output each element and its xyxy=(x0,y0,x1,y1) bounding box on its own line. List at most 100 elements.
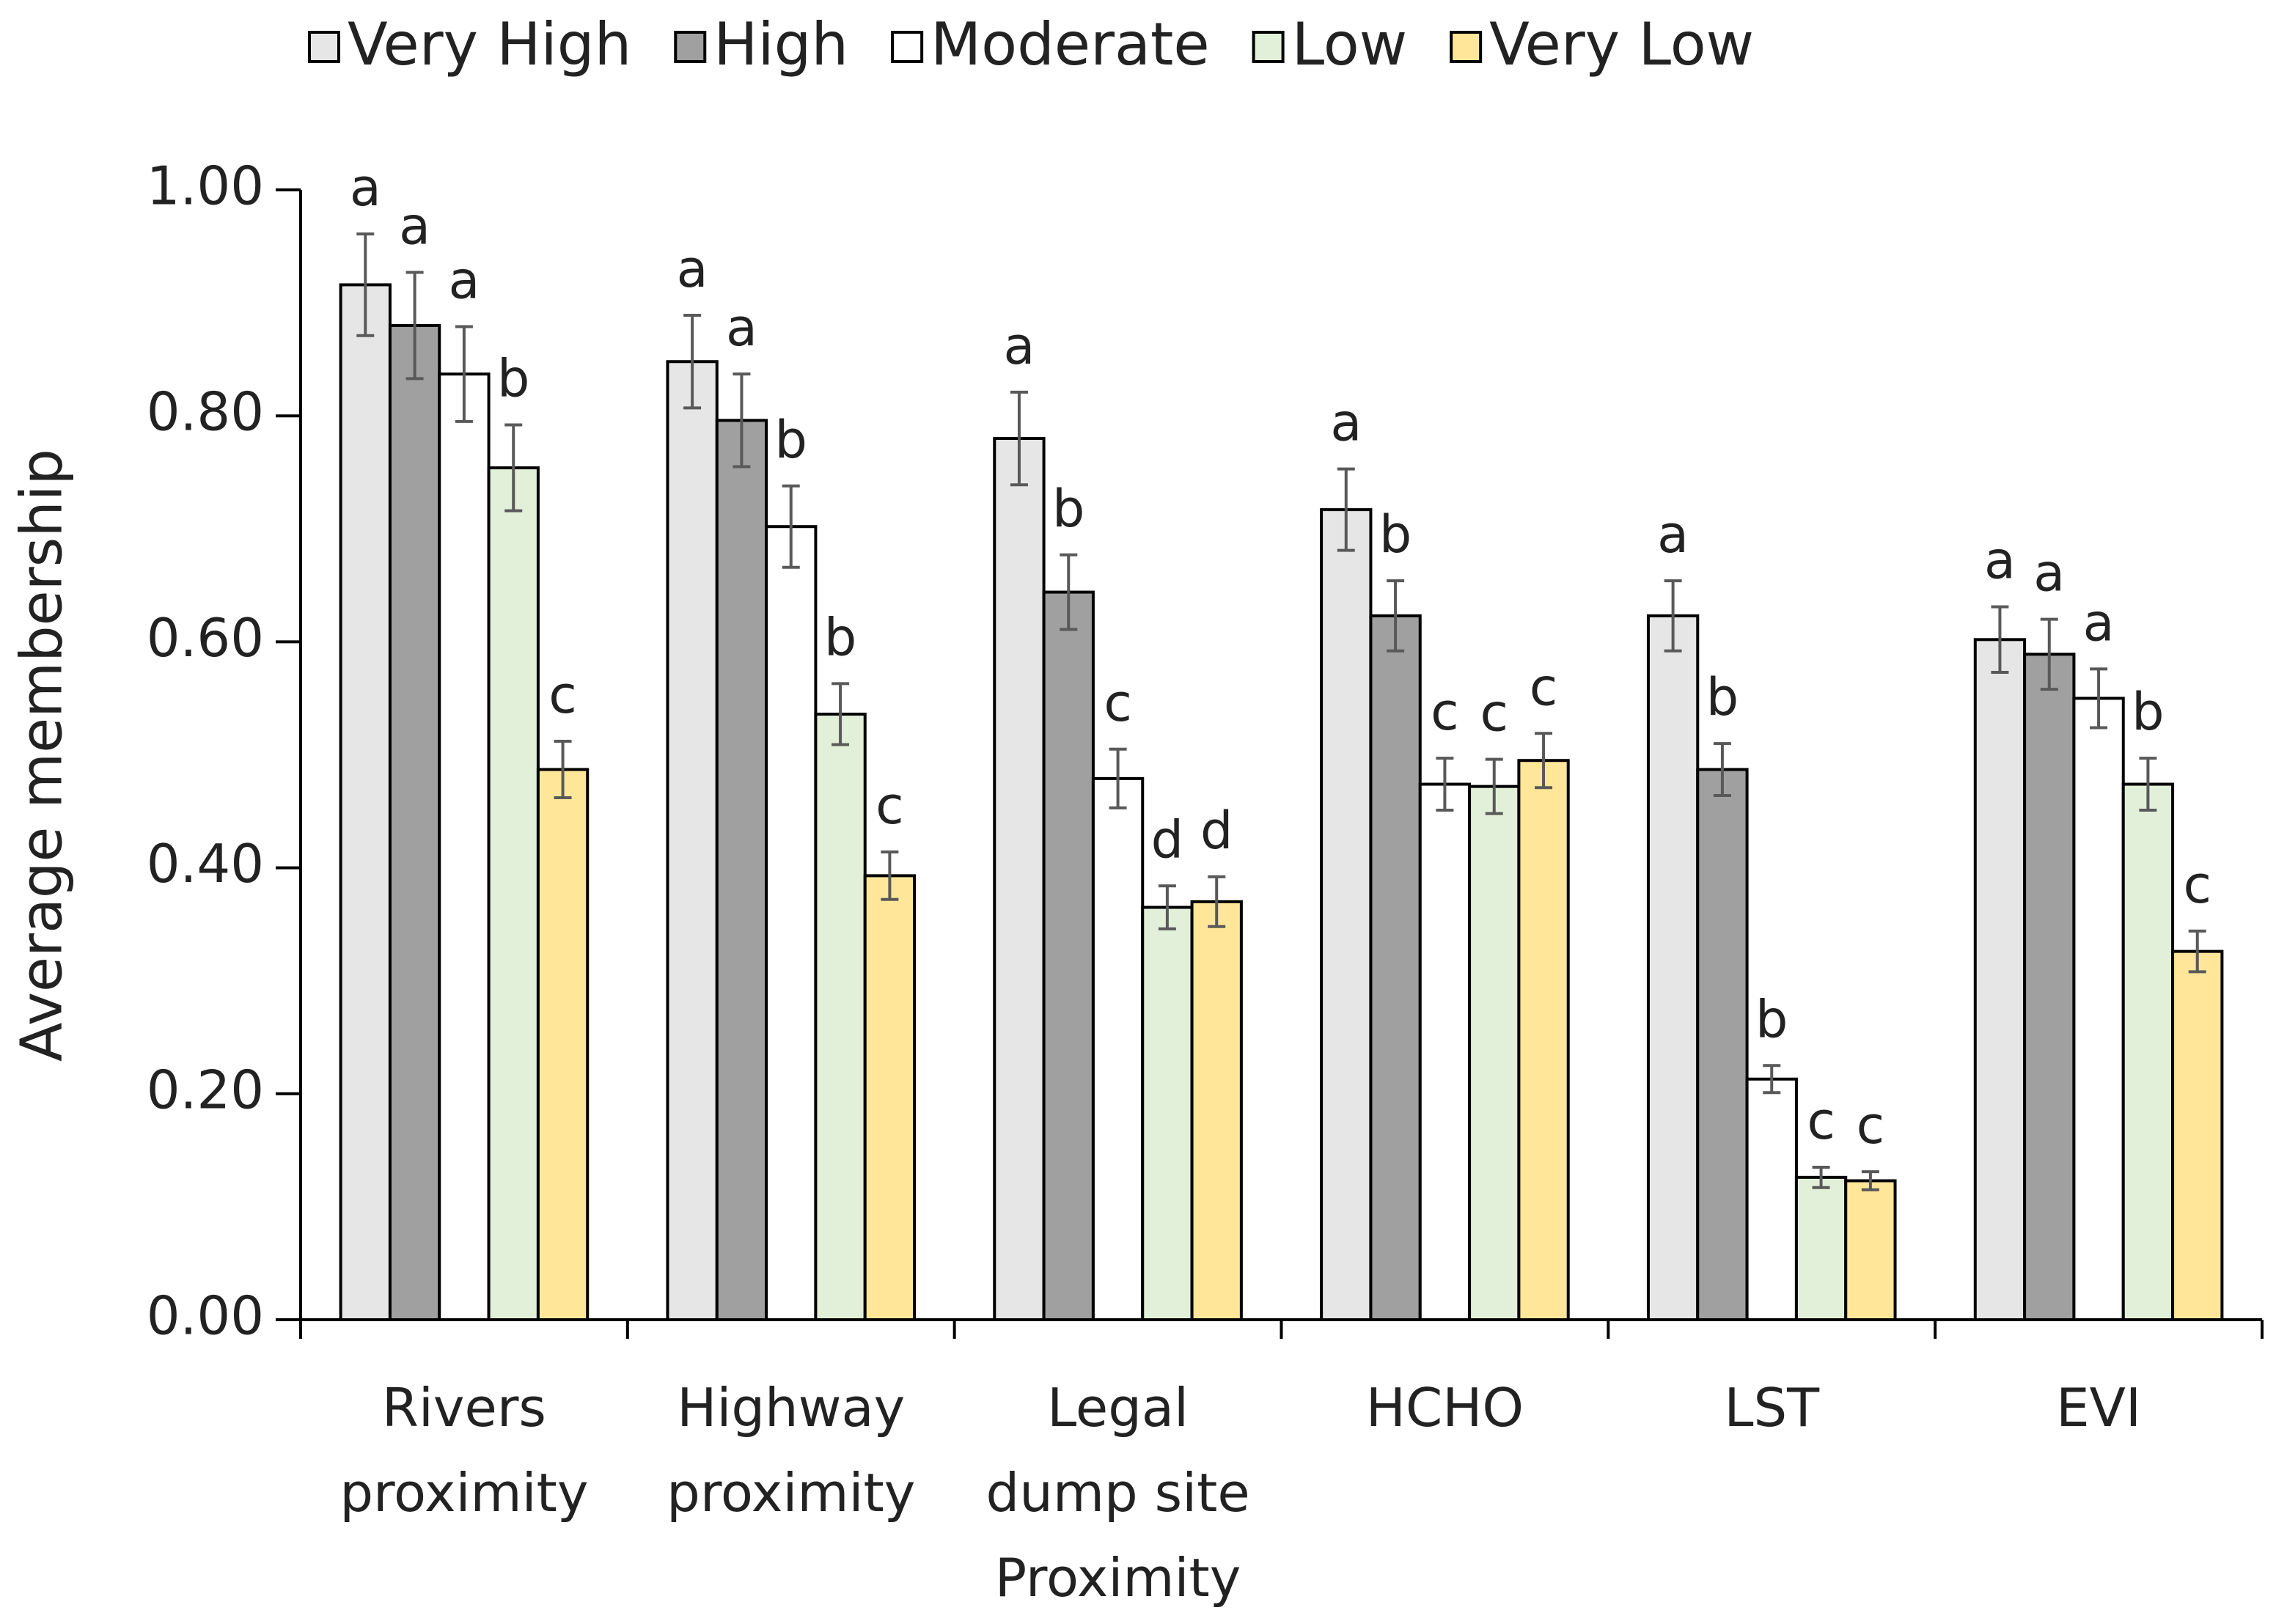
x-tick-label: HCHO xyxy=(1366,1377,1524,1439)
bar xyxy=(863,874,917,1321)
error-bar xyxy=(1713,742,1731,797)
error-bar xyxy=(1208,875,1226,928)
error-bar xyxy=(1812,1165,1830,1189)
error-bar xyxy=(2139,757,2157,812)
error-bar xyxy=(504,423,523,512)
error-bar xyxy=(1861,1170,1879,1191)
bar xyxy=(666,360,719,1321)
significance-letter: b xyxy=(1706,667,1739,727)
significance-letter: a xyxy=(2083,592,2115,653)
significance-letter: a xyxy=(2033,543,2065,603)
significance-letter: a xyxy=(726,298,757,358)
significance-letter: c xyxy=(1530,657,1558,717)
y-tick-label: 0.00 xyxy=(147,1285,264,1347)
bar xyxy=(1517,759,1570,1321)
y-tick-label: 0.20 xyxy=(147,1059,264,1120)
y-tick-label: 1.00 xyxy=(147,155,264,217)
legend-label: Moderate xyxy=(930,10,1209,78)
bar xyxy=(765,525,818,1321)
error-bar xyxy=(1158,884,1176,930)
bar xyxy=(438,372,491,1322)
significance-letter: b xyxy=(1755,989,1788,1049)
error-bar xyxy=(554,740,572,800)
bar xyxy=(1646,614,1700,1321)
error-bar xyxy=(782,484,800,569)
error-bar xyxy=(455,325,473,423)
legend-swatch xyxy=(1252,31,1285,63)
significance-letter: a xyxy=(1657,504,1689,565)
bar xyxy=(2121,782,2175,1322)
x-tick-label: EVI xyxy=(2056,1377,2141,1439)
bar xyxy=(1794,1175,1848,1321)
bar xyxy=(536,768,590,1321)
legend-label: High xyxy=(713,10,848,78)
y-tick-label: 0.40 xyxy=(147,833,264,894)
bar xyxy=(388,323,441,1321)
bar xyxy=(1973,638,2027,1321)
error-bar xyxy=(2040,617,2058,691)
significance-letter: c xyxy=(1807,1091,1835,1151)
error-bar xyxy=(2090,667,2108,730)
significance-letter: b xyxy=(1379,504,1412,565)
significance-letter: b xyxy=(824,607,856,667)
bar xyxy=(1141,905,1194,1322)
y-tick-label: 0.80 xyxy=(147,381,264,443)
error-bar xyxy=(405,271,424,381)
error-bar xyxy=(683,314,702,410)
bar xyxy=(1696,768,1749,1321)
bar xyxy=(1320,508,1373,1321)
x-tick-label: LST xyxy=(1724,1377,1820,1439)
bar xyxy=(339,283,392,1322)
error-bar xyxy=(1337,467,1355,552)
bar xyxy=(1369,614,1422,1321)
significance-letter: a xyxy=(1330,393,1362,453)
error-bar xyxy=(881,850,899,901)
significance-letter: a xyxy=(677,239,708,299)
significance-letter: a xyxy=(1003,316,1035,376)
bar xyxy=(1042,590,1095,1321)
error-bar xyxy=(1387,579,1405,653)
significance-letter: b xyxy=(497,349,529,409)
legend-label: Very Low xyxy=(1489,10,1754,78)
error-bar xyxy=(1664,579,1682,653)
significance-letter: a xyxy=(399,196,430,257)
significance-letter: d xyxy=(1151,809,1183,870)
legend-label: Low xyxy=(1292,10,1408,78)
significance-letter: d xyxy=(1200,801,1233,861)
significance-letter: b xyxy=(2132,682,2164,742)
legend-swatch xyxy=(891,31,924,63)
significance-letter: c xyxy=(548,665,577,725)
y-axis-title: Average membership xyxy=(9,449,75,1062)
significance-letter: b xyxy=(1052,479,1084,539)
legend-swatch xyxy=(308,31,340,63)
significance-letter: a xyxy=(350,158,381,218)
bar xyxy=(487,466,540,1321)
error-bar xyxy=(1109,747,1127,809)
x-tick-label: Rivers proximity xyxy=(339,1377,588,1524)
bar xyxy=(993,437,1046,1321)
error-bar xyxy=(1060,553,1078,631)
significance-letter: c xyxy=(1857,1095,1885,1155)
bar xyxy=(2072,697,2125,1321)
error-bar xyxy=(832,682,850,746)
y-tick-label: 0.60 xyxy=(147,607,264,669)
legend-swatch xyxy=(674,31,707,63)
bar xyxy=(1745,1077,1798,1321)
x-tick-label: Legal dump site Proximity xyxy=(986,1377,1250,1609)
bar xyxy=(1844,1179,1897,1322)
significance-letter: c xyxy=(875,776,904,836)
significance-letter: c xyxy=(1480,683,1508,743)
bar xyxy=(1091,776,1145,1321)
error-bar xyxy=(1991,605,2009,675)
error-bar xyxy=(1485,757,1503,815)
significance-letter: c xyxy=(1431,682,1459,742)
significance-letter: a xyxy=(1984,531,2016,591)
bar xyxy=(715,419,768,1321)
significance-letter: a xyxy=(448,250,480,310)
legend-swatch xyxy=(1450,31,1483,63)
error-bar xyxy=(1535,732,1553,790)
significance-letter: c xyxy=(1104,673,1132,733)
error-bar xyxy=(1436,757,1454,812)
bar xyxy=(814,713,867,1321)
